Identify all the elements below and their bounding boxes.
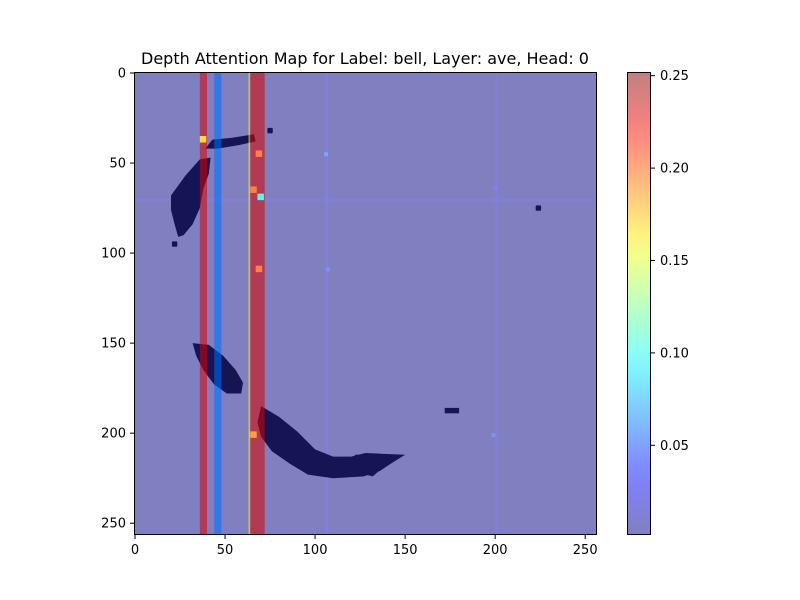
colorbar: 0.05 0.10 0.15 0.20 0.25 [627,69,689,535]
faint-spot [325,267,330,272]
colorbar-tick-label: 0.05 [660,439,689,454]
faint-row [135,199,596,202]
attention-column [250,73,265,534]
colorbar-tick-label: 0.20 [660,162,689,177]
x-tick-label: 250 [573,543,598,558]
hot-spot [250,186,257,193]
faint-spot [491,433,496,438]
colorbar-gradient [628,72,650,534]
dark-dot [171,241,178,247]
dark-region [354,454,391,477]
colorbar-tick-label: 0.10 [660,346,689,361]
dark-dot [535,205,542,211]
plot-frame [134,72,597,535]
colorbar-tick-label: 0.25 [660,69,689,84]
attention-column [248,73,251,534]
y-tick-label: 150 [101,337,126,352]
x-tick-label: 100 [303,543,328,558]
y-tick-label: 50 [109,157,126,172]
heatmap-image [135,73,596,534]
hot-spot [255,265,263,273]
faint-spot [324,152,329,157]
hot-spot [199,136,207,143]
colorbar-ticks: 0.05 0.10 0.15 0.20 0.25 [651,69,689,454]
y-tick-label: 200 [101,427,126,442]
y-tick-label: 250 [101,517,126,532]
dark-dot [267,127,273,134]
y-tick-label: 100 [101,247,126,262]
hot-spot [250,431,257,438]
x-tick-label: 50 [217,543,234,558]
colorbar-frame [627,72,651,535]
hot-spot [255,150,263,157]
x-axis: 0 50 100 150 200 250 [131,535,598,558]
faint-column [325,73,329,534]
hot-spot [257,193,264,201]
faint-column [495,73,498,534]
x-tick-label: 0 [131,543,139,558]
y-tick-label: 0 [118,67,126,82]
attention-column [199,73,208,534]
faint-spot [493,186,498,191]
attention-column [214,73,222,534]
colorbar-tick-label: 0.15 [660,254,689,269]
dark-region [444,407,460,414]
x-tick-label: 150 [393,543,418,558]
heatmap-plot [134,72,597,535]
x-tick-label: 200 [483,543,508,558]
chart-title: Depth Attention Map for Label: bell, Lay… [141,49,589,68]
y-axis: 0 50 100 150 200 250 [101,67,134,532]
